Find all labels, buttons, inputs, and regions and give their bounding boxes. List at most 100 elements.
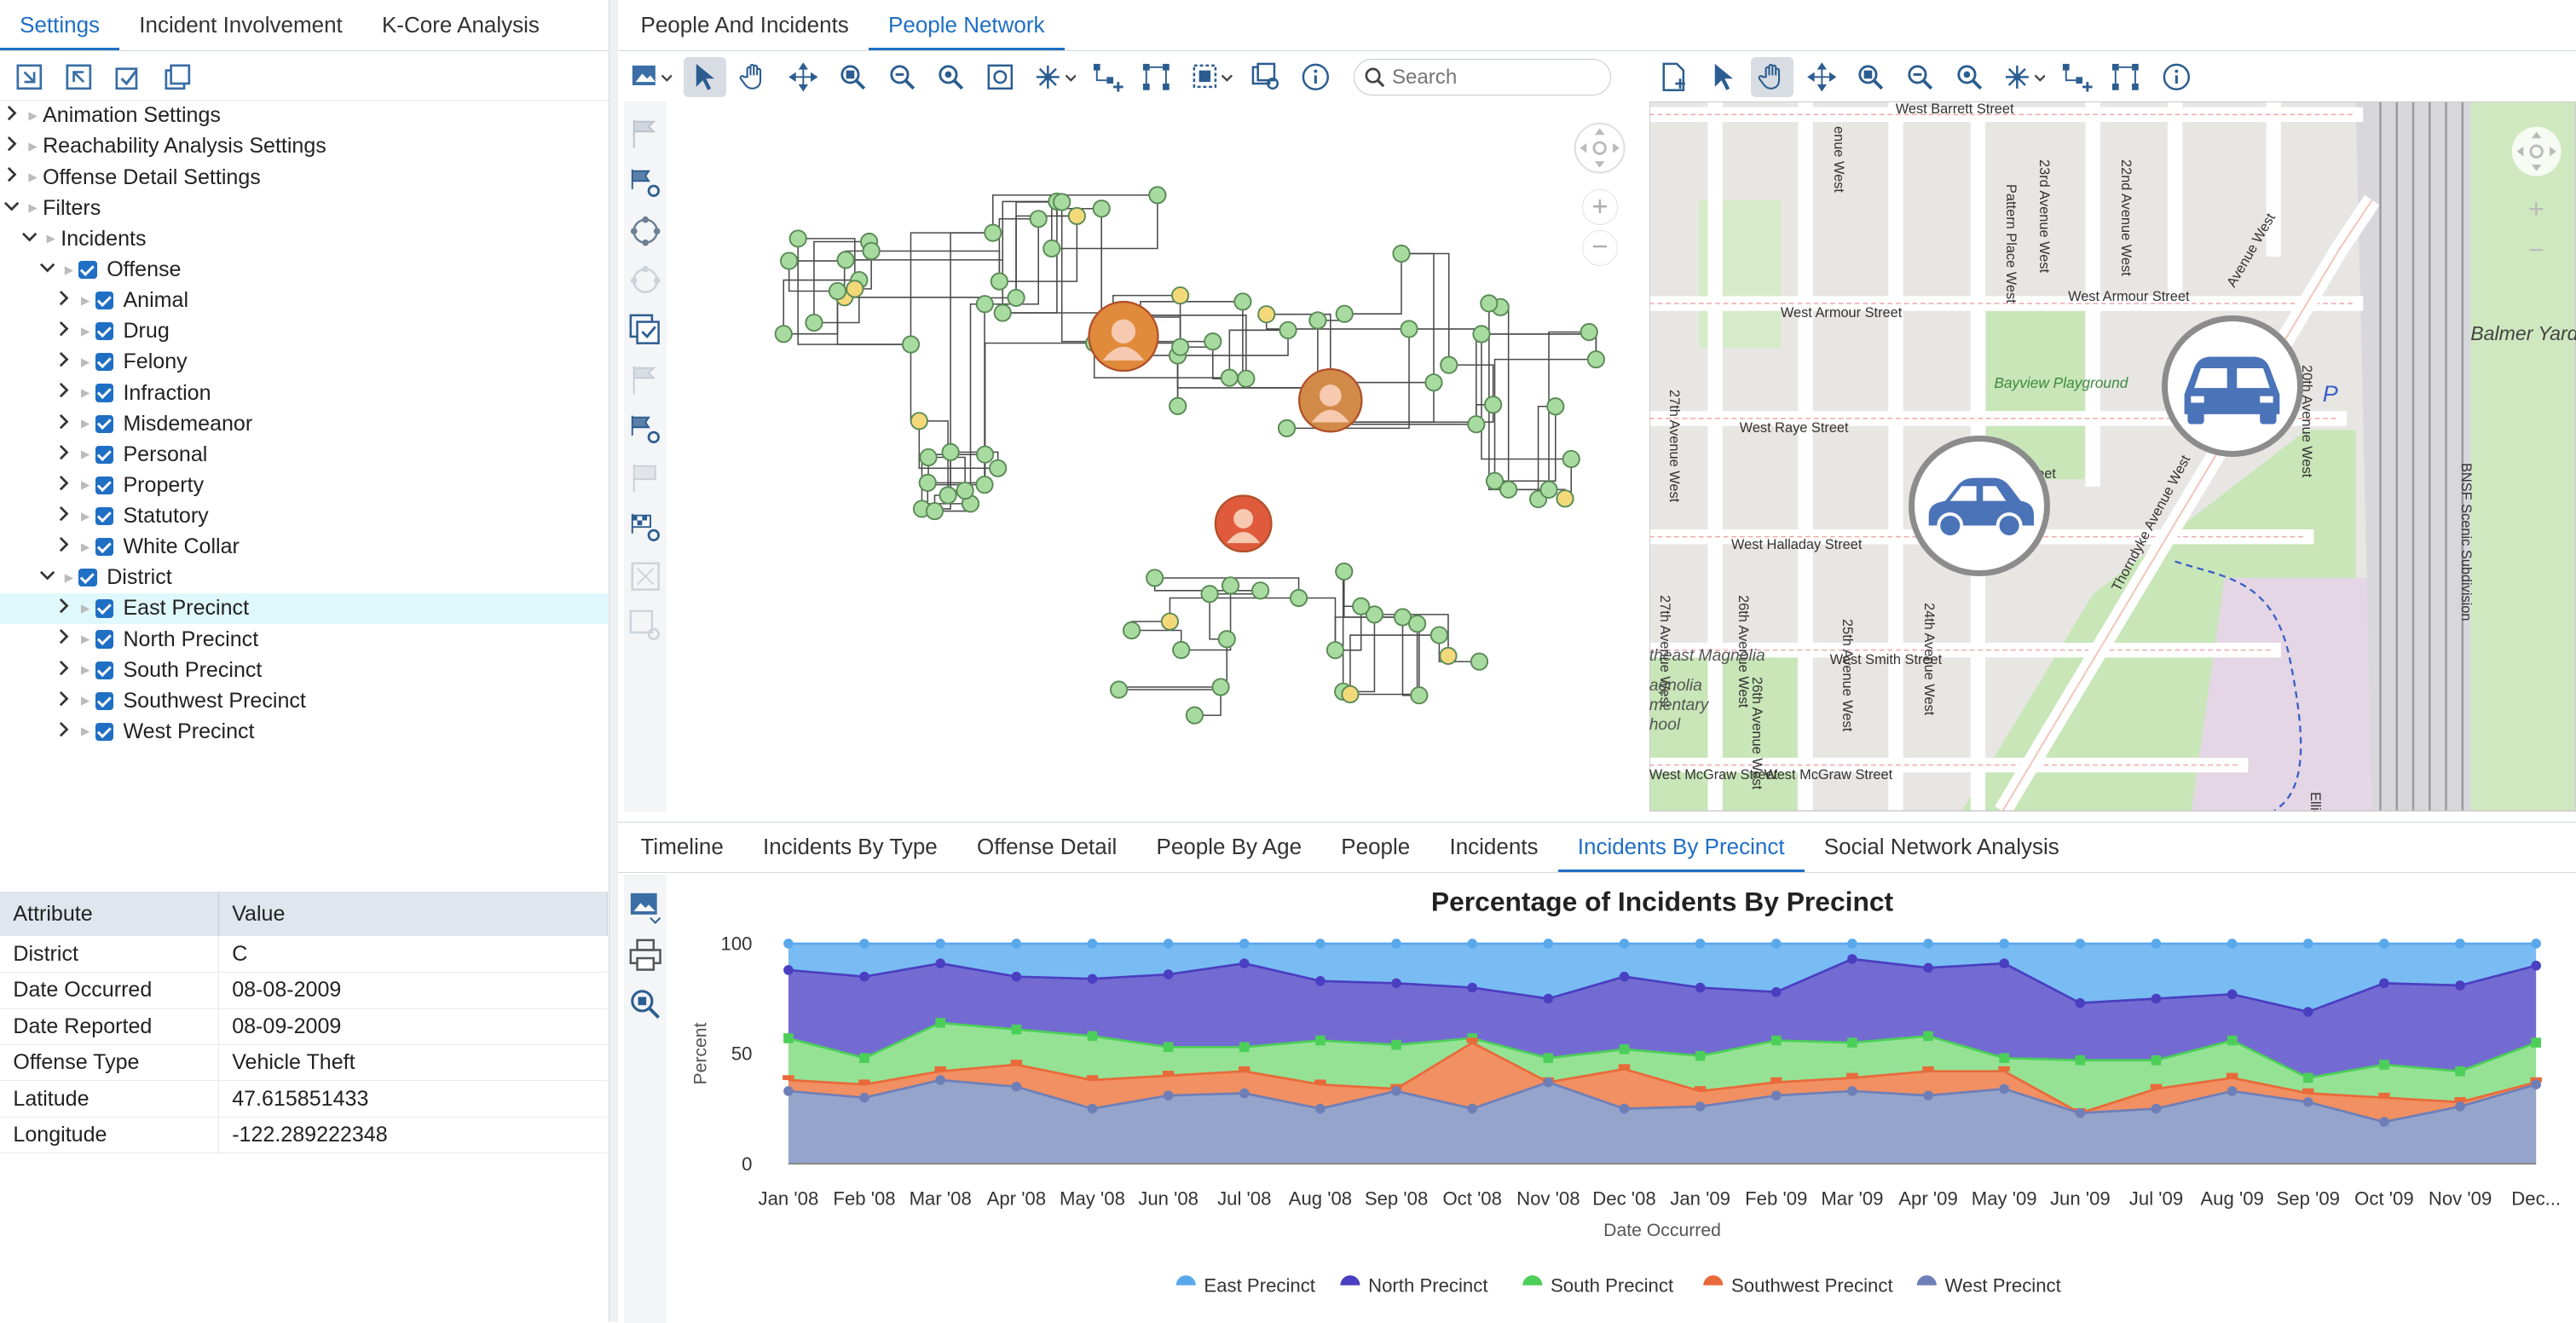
- filter-checkbox[interactable]: [95, 476, 113, 494]
- data-point[interactable]: [1163, 1042, 1174, 1053]
- tree-node-felony[interactable]: ▶ Felony: [0, 347, 608, 378]
- network-node[interactable]: [1217, 630, 1236, 649]
- expand-chevron-icon[interactable]: [53, 506, 76, 527]
- data-point[interactable]: [1391, 1086, 1401, 1096]
- data-point[interactable]: [859, 972, 869, 982]
- network-node[interactable]: [993, 303, 1012, 323]
- network-node[interactable]: [901, 335, 921, 355]
- network-node[interactable]: [1053, 193, 1071, 212]
- network-node[interactable]: [1393, 608, 1412, 627]
- network-node[interactable]: [990, 272, 1009, 292]
- tab-k-core-analysis[interactable]: K-Core Analysis: [381, 11, 540, 38]
- data-point[interactable]: [2075, 998, 2086, 1008]
- expand-chevron-icon[interactable]: [53, 444, 76, 465]
- data-point[interactable]: [1315, 976, 1326, 986]
- data-point[interactable]: [1163, 1090, 1174, 1101]
- tree-node-incidents[interactable]: ▶ Incidents: [0, 223, 608, 255]
- tree-node-property[interactable]: ▶ Property: [0, 470, 608, 501]
- network-node[interactable]: [1365, 605, 1384, 624]
- area-south-precinct[interactable]: [788, 1023, 2537, 1113]
- data-point[interactable]: [1923, 1090, 1933, 1101]
- data-point[interactable]: [1087, 973, 1098, 985]
- tree-node-offense-detail-settings[interactable]: ▶ Offense Detail Settings: [0, 162, 608, 194]
- network-node[interactable]: [1029, 210, 1048, 228]
- tree-node-offense[interactable]: ▶ Offense: [0, 254, 608, 286]
- network-node[interactable]: [780, 251, 799, 271]
- network-node[interactable]: [1392, 245, 1411, 263]
- network-node[interactable]: [989, 459, 1008, 478]
- expand-chevron-icon[interactable]: [53, 628, 76, 650]
- network-node[interactable]: [1222, 576, 1240, 595]
- zoom-region-icon[interactable]: [831, 57, 874, 96]
- data-point[interactable]: [1163, 939, 1174, 949]
- expand-chevron-icon[interactable]: [18, 229, 41, 248]
- network-node[interactable]: [1408, 615, 1427, 633]
- check-all-icon[interactable]: [107, 57, 149, 96]
- data-point[interactable]: [1847, 954, 1857, 964]
- data-point[interactable]: [1771, 939, 1782, 949]
- data-point[interactable]: [1770, 1077, 1782, 1083]
- network-node[interactable]: [919, 448, 938, 467]
- tree-node-filters[interactable]: ▶ Filters: [0, 193, 608, 224]
- print-icon[interactable]: [627, 937, 663, 973]
- data-point[interactable]: [2303, 939, 2313, 949]
- pan-control-icon[interactable]: [1570, 118, 1629, 177]
- data-point[interactable]: [2226, 1072, 2238, 1078]
- expand-all-icon[interactable]: [9, 57, 51, 96]
- expand-chevron-icon[interactable]: [53, 598, 76, 619]
- data-point[interactable]: [2151, 939, 2162, 949]
- tab-incidents-by-precinct[interactable]: Incidents By Precinct: [1557, 823, 1805, 873]
- map-view[interactable]: West Barrett Street West Armour Street Wes…: [1649, 101, 2576, 812]
- network-node[interactable]: [1440, 356, 1458, 375]
- data-point[interactable]: [2378, 1093, 2390, 1098]
- splitter[interactable]: [609, 0, 618, 1323]
- data-point[interactable]: [1467, 982, 1478, 993]
- data-point[interactable]: [1315, 1103, 1326, 1114]
- data-point[interactable]: [1163, 969, 1174, 980]
- network-node[interactable]: [1352, 598, 1371, 616]
- tree-node-animation-settings[interactable]: ▶ Animation Settings: [0, 101, 608, 132]
- pan-hand-icon[interactable]: [732, 57, 775, 96]
- data-point[interactable]: [2303, 1007, 2313, 1017]
- map-select-pointer-icon[interactable]: [1701, 57, 1744, 96]
- map-zoom-region-icon[interactable]: [1850, 57, 1892, 96]
- network-node[interactable]: [1430, 626, 1449, 645]
- data-point[interactable]: [2302, 1088, 2314, 1094]
- network-node[interactable]: [1171, 338, 1190, 357]
- data-point[interactable]: [2151, 993, 2162, 1004]
- legend-item[interactable]: North Precinct: [1340, 1275, 1488, 1297]
- data-point[interactable]: [2151, 1055, 2162, 1066]
- map-add-node-icon[interactable]: [2056, 57, 2099, 96]
- tree-node-north-precinct[interactable]: ▶ North Precinct: [0, 624, 608, 656]
- network-node[interactable]: [1470, 652, 1489, 672]
- network-node[interactable]: [984, 223, 1002, 243]
- search-box[interactable]: [1353, 59, 1612, 95]
- network-node[interactable]: [828, 282, 847, 301]
- data-point[interactable]: [935, 1018, 946, 1028]
- data-point[interactable]: [1391, 1040, 1401, 1050]
- data-point[interactable]: [2455, 939, 2465, 949]
- network-node[interactable]: [1472, 325, 1491, 344]
- network-node[interactable]: [1556, 489, 1574, 508]
- data-point[interactable]: [2379, 1117, 2389, 1128]
- network-node[interactable]: [774, 325, 793, 344]
- data-point[interactable]: [1391, 978, 1401, 989]
- network-node[interactable]: [1007, 289, 1025, 308]
- data-point[interactable]: [2227, 1086, 2238, 1096]
- data-point[interactable]: [2227, 939, 2238, 949]
- data-point[interactable]: [2455, 1101, 2465, 1112]
- vehicle-marker[interactable]: [2161, 315, 2303, 457]
- chart-zoom-icon[interactable]: [627, 986, 663, 1022]
- data-point[interactable]: [2379, 939, 2389, 949]
- data-point[interactable]: [1162, 1071, 1175, 1077]
- network-node[interactable]: [975, 476, 994, 494]
- data-point[interactable]: [1315, 939, 1326, 949]
- zoom-out-control-icon[interactable]: −: [1581, 230, 1619, 267]
- vehicle-marker[interactable]: [1909, 435, 2050, 577]
- data-point[interactable]: [1087, 1103, 1098, 1114]
- area-east-precinct[interactable]: [788, 944, 2537, 1013]
- network-node[interactable]: [1480, 294, 1499, 313]
- data-point[interactable]: [1999, 958, 2010, 969]
- check-layer-icon[interactable]: [627, 312, 663, 348]
- network-node[interactable]: [1539, 481, 1558, 500]
